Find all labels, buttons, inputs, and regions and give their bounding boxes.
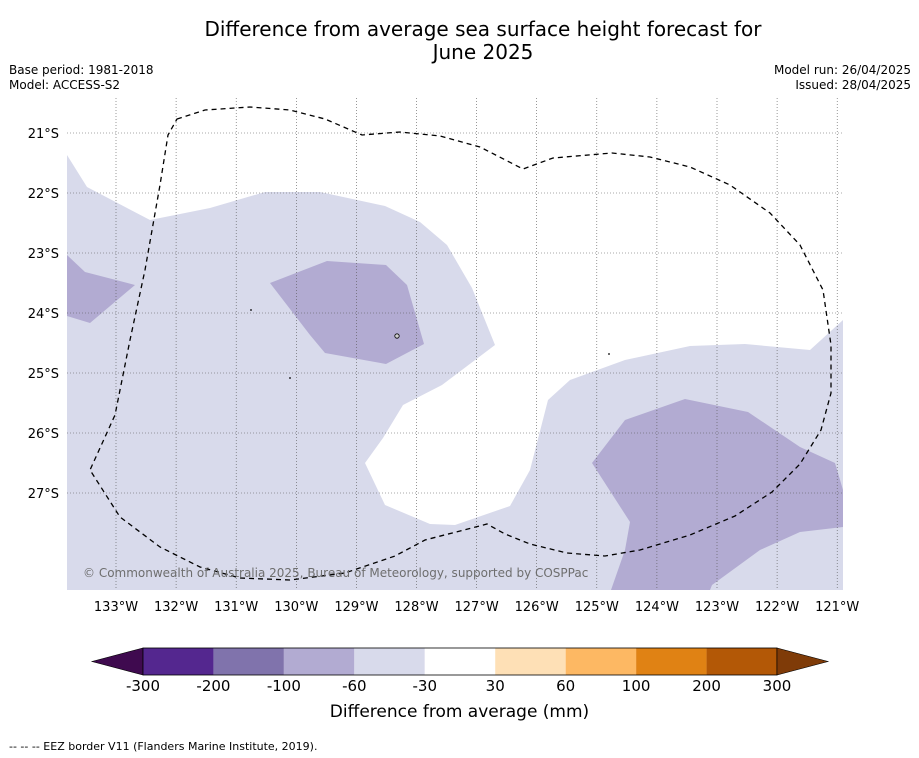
lat-label: 26°S: [28, 427, 59, 442]
model-run: Model run: 26/04/2025: [773, 63, 911, 77]
lat-label: 27°S: [28, 487, 59, 502]
anomaly-region-west: [67, 255, 135, 323]
colorbar-box: [354, 648, 425, 675]
island-marker: [289, 377, 291, 379]
colorbar-box: [213, 648, 284, 675]
colorbar: [90, 647, 830, 676]
colorbar-tick-label: 100: [621, 677, 651, 695]
colorbar-tick-label: -60: [342, 677, 367, 695]
colorbar-box: [143, 648, 214, 675]
map-panel: © Commonwealth of Australia 2025, Bureau…: [28, 98, 860, 615]
lon-label: 132°W: [154, 600, 198, 615]
lat-label: 21°S: [28, 127, 59, 142]
colorbar-tick-label: 300: [762, 677, 792, 695]
anomaly-region-central: [270, 261, 424, 364]
colorbar-tick-label: -300: [125, 677, 161, 695]
colorbar-box: [636, 648, 707, 675]
colorbar-tick-label: 60: [556, 677, 576, 695]
lon-label: 133°W: [94, 600, 138, 615]
graticule: [67, 98, 843, 590]
lon-label: 122°W: [755, 600, 799, 615]
colorbar-box: [283, 648, 355, 675]
lon-label: 124°W: [635, 600, 679, 615]
lon-label: 129°W: [334, 600, 378, 615]
lon-label: 125°W: [575, 600, 619, 615]
meta-left: Base period: 1981-2018 Model: ACCESS-S2: [9, 63, 154, 93]
colorbar-label: Difference from average (mm): [329, 702, 590, 722]
island-marker: [608, 353, 610, 355]
eez-footnote: -- -- -- EEZ border V11 (Flanders Marine…: [9, 740, 318, 753]
title-line-1: Difference from average sea surface heig…: [204, 17, 762, 41]
colorbar-tick-label: 30: [485, 677, 505, 695]
island-marker: [394, 333, 400, 339]
colorbar-extend-min: [90, 647, 144, 676]
colorbar-box: [424, 648, 496, 675]
lon-label: 121°W: [815, 600, 859, 615]
colorbar-tick-label: -100: [266, 677, 301, 695]
colorbar-tick-label: -200: [196, 677, 231, 695]
lon-label: 123°W: [695, 600, 739, 615]
map-title: Difference from average sea surface heig…: [0, 18, 919, 64]
lon-label: 130°W: [274, 600, 318, 615]
lon-label: 126°W: [515, 600, 559, 615]
latitude-labels: 21°S 22°S 23°S 24°S 25°S 26°S 27°S: [28, 127, 59, 502]
lon-label: 127°W: [455, 600, 499, 615]
base-period: Base period: 1981-2018: [9, 63, 154, 77]
lat-label: 25°S: [28, 367, 59, 382]
lat-label: 24°S: [28, 307, 59, 322]
colorbar-tick-label: 200: [692, 677, 721, 695]
colorbar-box: [706, 648, 777, 675]
colorbar-box: [565, 648, 637, 675]
model-name: Model: ACCESS-S2: [9, 78, 121, 92]
colorbar-tick-label: -30: [412, 677, 438, 695]
colorbar-extend-max: [776, 647, 830, 676]
lon-label: 131°W: [214, 600, 258, 615]
island-marker: [250, 309, 252, 311]
colorbar-ticks: -300 -200 -100 -60 -30 30 60 100 200 300: [0, 677, 919, 697]
copyright-notice: © Commonwealth of Australia 2025, Bureau…: [83, 566, 588, 580]
issued-date: Issued: 28/04/2025: [795, 78, 911, 92]
title-line-2: June 2025: [432, 40, 534, 64]
meta-right: Model run: 26/04/2025 Issued: 28/04/2025: [774, 63, 911, 93]
colorbar-box: [495, 648, 566, 675]
lat-label: 23°S: [28, 247, 59, 262]
anomaly-region-southeast: [592, 399, 843, 590]
lat-label: 22°S: [28, 187, 59, 202]
longitude-labels: 133°W 132°W 131°W 130°W 129°W 128°W 127°W 126°W…: [94, 600, 860, 615]
lon-label: 128°W: [394, 600, 438, 615]
eez-border: [89, 106, 832, 581]
